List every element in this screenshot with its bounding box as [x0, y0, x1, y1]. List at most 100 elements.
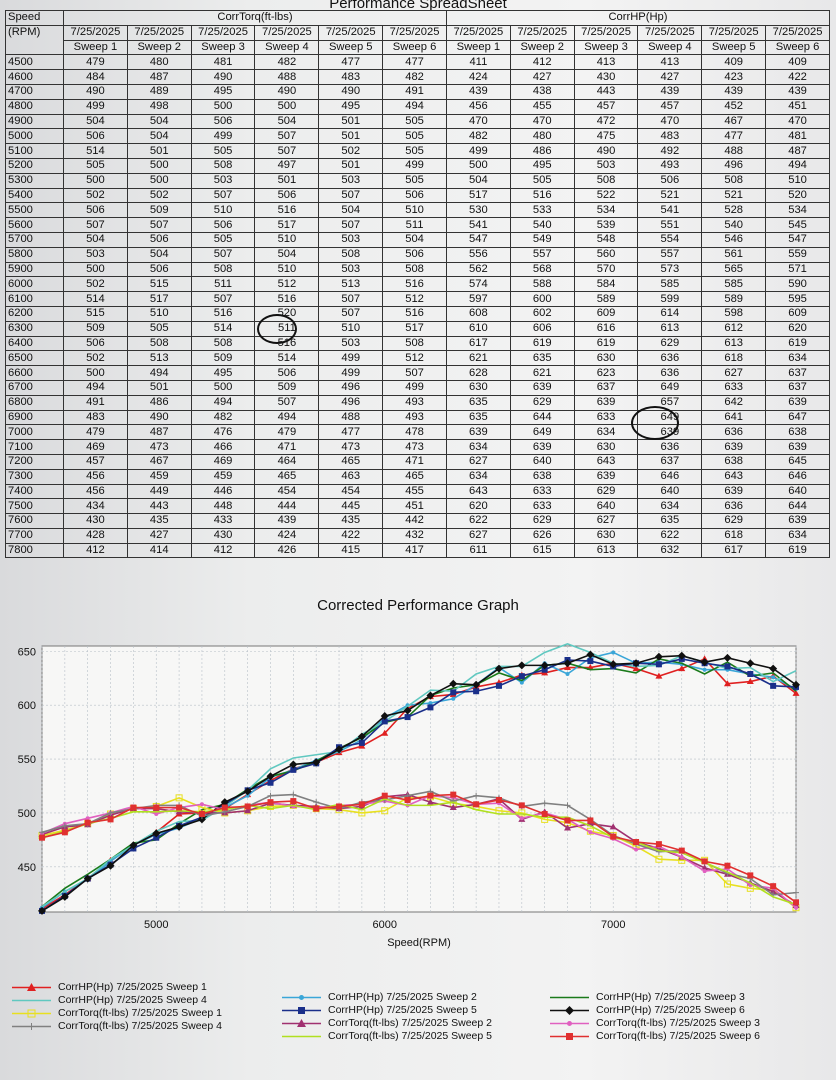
rpm-cell: 5200: [5, 157, 64, 174]
value-cell: 481: [765, 128, 830, 145]
value-cell: 417: [382, 542, 447, 559]
data-point: [357, 732, 366, 741]
value-cell: 614: [637, 305, 703, 322]
data-point: [84, 819, 91, 826]
value-cell: 616: [573, 320, 639, 337]
value-cell: 435: [126, 513, 192, 529]
rpm-cell: 6500: [5, 350, 64, 367]
performance-spreadsheet: Speed CorrTorq(ft-lbs) CorrHP(Hp) (RPM) …: [5, 10, 831, 559]
legend-label: CorrTorq(ft-lbs) 7/25/2025 Sweep 1: [58, 1007, 222, 1019]
data-point: [747, 872, 754, 879]
x-tick-label: 7000: [601, 919, 625, 931]
data-point: [381, 729, 389, 736]
value-cell: 413: [573, 54, 639, 71]
value-cell: 422: [765, 69, 830, 85]
table-row: 7000 479 487 476 479 477 478 639 649 634 639 636 638: [5, 424, 830, 441]
data-point: [702, 869, 707, 874]
data-point: [632, 665, 640, 672]
legend-swatch: [282, 1006, 321, 1014]
value-cell: 501: [254, 172, 320, 189]
value-cell: 602: [509, 305, 575, 322]
value-cell: 642: [701, 394, 767, 411]
value-cell: 503: [573, 157, 639, 174]
value-cell: 509: [190, 350, 256, 367]
value-cell: 561: [701, 246, 767, 263]
value-cell: 456: [63, 483, 128, 500]
rpm-cell: 4600: [5, 69, 64, 85]
value-cell: 638: [765, 424, 830, 441]
data-point: [358, 739, 365, 746]
data-point: [633, 839, 640, 845]
data-point: [723, 880, 731, 888]
data-point: [769, 664, 778, 673]
legend-item: CorrTorq(ft-lbs) 7/25/2025 Sweep 1: [10, 1006, 222, 1020]
value-cell: 497: [254, 157, 320, 174]
value-cell: 504: [126, 113, 192, 130]
value-cell: 467: [701, 113, 767, 130]
data-point: [450, 791, 457, 798]
value-cell: 644: [765, 498, 830, 515]
data-point: [702, 667, 707, 672]
value-cell: 490: [254, 83, 320, 100]
value-cell: 489: [126, 83, 192, 100]
value-cell: 487: [126, 424, 192, 441]
value-cell: 451: [382, 498, 447, 515]
value-cell: 646: [637, 468, 703, 485]
value-cell: 595: [765, 291, 830, 307]
value-cell: 414: [126, 542, 192, 559]
value-cell: 500: [190, 98, 256, 115]
value-cell: 442: [382, 513, 447, 529]
table-row: 6800 491 486 494 507 496 493 635 629 639 657 642 639: [5, 394, 830, 411]
value-cell: 507: [190, 246, 256, 263]
value-cell: 494: [126, 365, 192, 381]
value-cell: 473: [318, 439, 384, 455]
value-cell: 629: [509, 513, 575, 529]
annotation-circle-hp: [631, 406, 679, 440]
value-cell: 640: [509, 453, 575, 470]
data-point: [747, 671, 754, 677]
value-cell: 422: [318, 527, 384, 544]
data-point: [610, 833, 617, 840]
value-cell: 493: [637, 157, 703, 174]
value-cell: 455: [509, 98, 575, 115]
value-cell: 639: [509, 379, 575, 396]
value-cell: 606: [509, 320, 575, 337]
value-cell: 505: [382, 143, 447, 159]
data-point: [267, 779, 274, 786]
data-point: [404, 714, 411, 721]
data-point: [106, 861, 115, 870]
spreadsheet-title: Performance SpreadSheet: [329, 0, 507, 12]
value-cell: 501: [318, 113, 384, 130]
y-tick-label: 650: [18, 646, 36, 658]
table-row: 7800 412 414 412 426 415 417 611 615 613 632 617 619: [5, 542, 830, 559]
data-point: [792, 689, 800, 696]
value-cell: 508: [382, 261, 447, 278]
value-cell: 464: [254, 453, 320, 470]
value-cell: 615: [509, 542, 575, 559]
table-row: 7400 456 449 446 454 454 455 643 633 629 640 639 640: [5, 483, 830, 500]
y-tick-label: 550: [18, 754, 36, 766]
value-cell: 502: [63, 276, 128, 293]
data-point: [586, 650, 595, 659]
data-point: [428, 701, 433, 706]
value-cell: 469: [63, 439, 128, 455]
value-cell: 494: [765, 157, 830, 174]
table-row: 6000 502 515 511 512 513 516 574 588 584 585 585 590: [5, 276, 830, 293]
sweep-header: Sweep 5: [701, 39, 767, 56]
value-cell: 507: [318, 305, 384, 322]
value-cell: 589: [701, 291, 767, 307]
value-cell: 627: [573, 513, 639, 529]
value-cell: 644: [509, 409, 575, 426]
value-cell: 562: [445, 261, 511, 278]
rpm-cell: 7500: [5, 498, 64, 515]
value-cell: 494: [382, 98, 447, 115]
value-cell: 477: [318, 424, 384, 441]
data-point: [313, 805, 320, 812]
rpm-cell: 7400: [5, 483, 64, 500]
data-point: [793, 889, 799, 896]
value-cell: 415: [318, 542, 384, 559]
date-header: 7/25/2025: [126, 24, 192, 41]
data-point: [678, 847, 685, 854]
value-cell: 490: [126, 409, 192, 426]
table-row: 5400 502 502 507 506 507 506 517 516 522 521 521 520: [5, 187, 830, 204]
